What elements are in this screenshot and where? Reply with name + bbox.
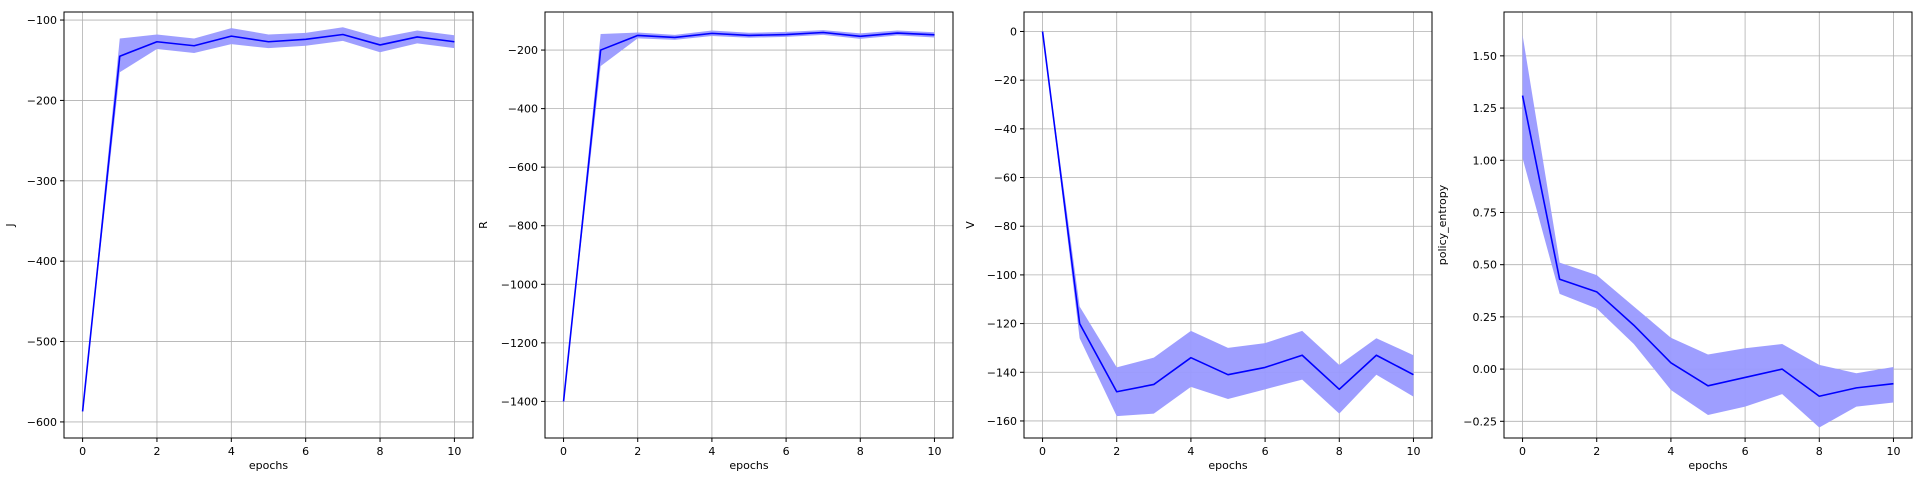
x-tick-label: 10 bbox=[447, 445, 461, 458]
y-axis-label: J bbox=[4, 223, 17, 227]
axes-frame bbox=[1023, 11, 1433, 439]
y-axis-ticks: −0.25 0.00 0.25 0.50 0.75 1.00 1.25 1.50 bbox=[1463, 50, 1504, 428]
x-tick-label: 6 bbox=[783, 445, 790, 458]
y-axis-label: policy_entropy bbox=[1436, 184, 1449, 265]
x-axis-ticks: 0 2 4 6 8 10 bbox=[1039, 438, 1420, 458]
x-tick-label: 2 bbox=[634, 445, 641, 458]
x-axis-label: epochs bbox=[729, 459, 768, 472]
y-tick-label: 0.75 bbox=[1473, 206, 1498, 219]
confidence-band bbox=[82, 27, 455, 412]
y-axis-label: V bbox=[964, 221, 977, 229]
y-tick-label: −500 bbox=[27, 336, 57, 349]
y-tick-label: 1.00 bbox=[1473, 154, 1498, 167]
axes-frame bbox=[1503, 11, 1913, 439]
y-tick-label: −0.25 bbox=[1463, 415, 1497, 428]
x-axis-ticks: 0 2 4 6 8 10 bbox=[560, 438, 941, 458]
x-axis-label: epochs bbox=[1208, 459, 1247, 472]
y-tick-label: −160 bbox=[987, 415, 1017, 428]
x-axis-ticks: 0 2 4 6 8 10 bbox=[79, 438, 461, 458]
y-tick-label: −100 bbox=[27, 14, 57, 27]
y-tick-label: −200 bbox=[27, 94, 57, 107]
y-tick-label: −40 bbox=[994, 123, 1017, 136]
y-tick-label: −60 bbox=[994, 172, 1017, 185]
plot-area bbox=[545, 12, 953, 438]
x-tick-label: 0 bbox=[560, 445, 567, 458]
y-axis-ticks: −160 −140 −120 −100 −80 −60 −40 −20 0 bbox=[987, 25, 1024, 428]
x-tick-label: 0 bbox=[79, 445, 86, 458]
y-tick-label: −1000 bbox=[501, 278, 538, 291]
y-tick-label: −80 bbox=[994, 220, 1017, 233]
x-tick-label: 0 bbox=[1519, 445, 1526, 458]
x-tick-label: 2 bbox=[1593, 445, 1600, 458]
x-tick-label: 6 bbox=[1742, 445, 1749, 458]
y-tick-label: −400 bbox=[508, 103, 538, 116]
axes-frame bbox=[63, 11, 474, 439]
x-tick-label: 0 bbox=[1039, 445, 1046, 458]
y-tick-label: −600 bbox=[508, 161, 538, 174]
x-tick-label: 8 bbox=[857, 445, 864, 458]
y-axis-ticks: −600 −500 −400 −300 −200 −100 bbox=[27, 14, 64, 429]
x-tick-label: 6 bbox=[1262, 445, 1269, 458]
y-tick-label: −100 bbox=[987, 269, 1017, 282]
x-tick-label: 4 bbox=[708, 445, 715, 458]
x-tick-label: 4 bbox=[228, 445, 235, 458]
x-tick-label: 10 bbox=[927, 445, 941, 458]
y-tick-label: −200 bbox=[508, 44, 538, 57]
data-points bbox=[1042, 31, 1414, 392]
plot-area bbox=[64, 12, 473, 438]
x-axis-label: epochs bbox=[1688, 459, 1727, 472]
gridlines bbox=[545, 12, 953, 438]
subplot-1: 0 2 4 6 8 10 −600 −500 −400 −300 −200 −100 epochs J bbox=[4, 11, 474, 472]
y-tick-label: −600 bbox=[27, 416, 57, 429]
subplot-2: 0 2 4 6 8 10 −1400 −1200 −1000 −800 −600 −400 −200 ep… bbox=[477, 11, 954, 472]
y-tick-label: −400 bbox=[27, 255, 57, 268]
x-tick-label: 8 bbox=[377, 445, 384, 458]
y-axis-ticks: −1400 −1200 −1000 −800 −600 −400 −200 bbox=[501, 44, 545, 408]
y-axis-label: R bbox=[477, 221, 490, 229]
subplot-4: 0 2 4 6 8 10 −0.25 0.00 0.25 0.50 0.75 1.00 1.25 1.50… bbox=[1436, 11, 1913, 472]
data-points bbox=[563, 32, 935, 402]
x-tick-label: 8 bbox=[1816, 445, 1823, 458]
y-tick-label: −120 bbox=[987, 318, 1017, 331]
axes-frame bbox=[544, 11, 954, 439]
x-tick-label: 2 bbox=[1113, 445, 1120, 458]
x-tick-label: 4 bbox=[1667, 445, 1674, 458]
gridlines bbox=[64, 12, 473, 438]
y-tick-label: −1400 bbox=[501, 395, 538, 408]
subplot-3: 0 2 4 6 8 10 −160 −140 −120 −100 −80 −60 −40 −20 0 epoc… bbox=[964, 11, 1433, 472]
y-tick-label: −300 bbox=[27, 175, 57, 188]
y-tick-label: −1200 bbox=[501, 337, 538, 350]
y-tick-label: 0 bbox=[1010, 25, 1017, 38]
x-axis-ticks: 0 2 4 6 8 10 bbox=[1519, 438, 1900, 458]
y-tick-label: −800 bbox=[508, 220, 538, 233]
x-tick-label: 8 bbox=[1336, 445, 1343, 458]
data-points bbox=[1522, 95, 1894, 397]
x-tick-label: 2 bbox=[153, 445, 160, 458]
y-tick-label: −20 bbox=[994, 74, 1017, 87]
y-tick-label: 1.25 bbox=[1473, 102, 1498, 115]
y-tick-label: −140 bbox=[987, 366, 1017, 379]
y-tick-label: 0.50 bbox=[1473, 259, 1498, 272]
data-points bbox=[82, 34, 455, 412]
y-tick-label: 1.50 bbox=[1473, 50, 1498, 63]
x-tick-label: 6 bbox=[302, 445, 309, 458]
x-tick-label: 10 bbox=[1406, 445, 1420, 458]
x-tick-label: 10 bbox=[1886, 445, 1900, 458]
x-tick-label: 4 bbox=[1187, 445, 1194, 458]
y-tick-label: 0.00 bbox=[1473, 363, 1498, 376]
x-axis-label: epochs bbox=[249, 459, 288, 472]
y-tick-label: 0.25 bbox=[1473, 311, 1498, 324]
